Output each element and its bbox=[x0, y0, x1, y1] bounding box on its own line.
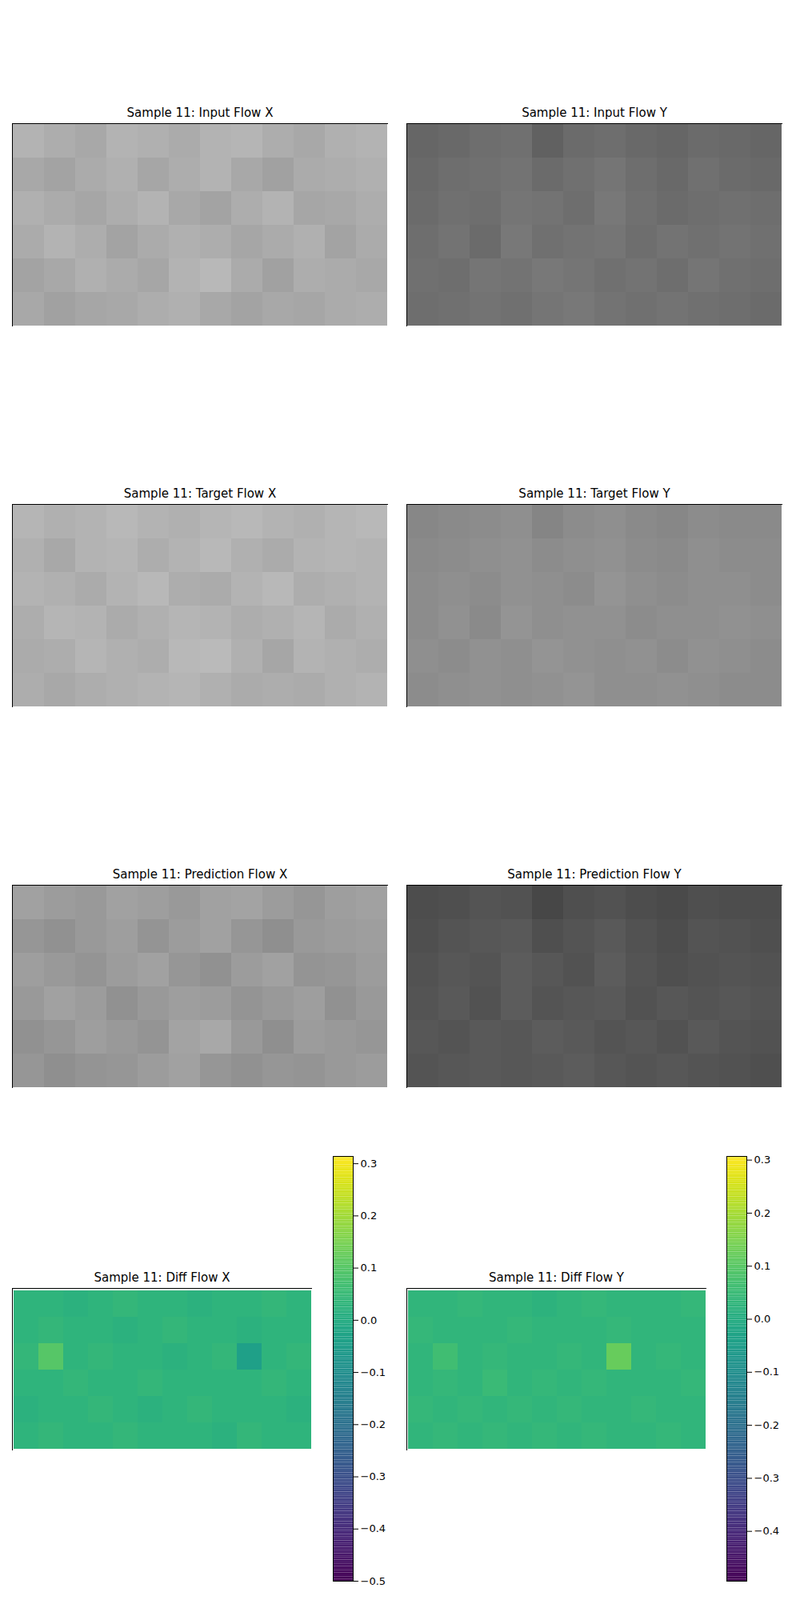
svg-text:−0.3: −0.3 bbox=[360, 1470, 387, 1483]
html-text:Sample 11: Diff Flow Y: Sample 11: Diff Flow Y bbox=[488, 1270, 624, 1285]
svg-text:0.0: 0.0 bbox=[754, 1312, 772, 1325]
svg-text:−0.4: −0.4 bbox=[360, 1522, 387, 1535]
svg-text:0.1: 0.1 bbox=[360, 1261, 378, 1274]
svg-text:−0.5: −0.5 bbox=[360, 1575, 387, 1588]
svg-text:−0.1: −0.1 bbox=[754, 1365, 780, 1378]
html-text:Sample 11: Diff Flow X: Sample 11: Diff Flow X bbox=[94, 1270, 230, 1285]
html-text:Sample 11: Input Flow Y: Sample 11: Input Flow Y bbox=[521, 105, 668, 120]
svg-text:−0.1: −0.1 bbox=[360, 1366, 387, 1379]
svg-text:0.2: 0.2 bbox=[754, 1207, 772, 1220]
svg-text:−0.4: −0.4 bbox=[754, 1524, 780, 1537]
html-text:Sample 11: Target Flow X: Sample 11: Target Flow X bbox=[123, 486, 277, 501]
svg-text:−0.2: −0.2 bbox=[360, 1418, 387, 1431]
svg-text:0.1: 0.1 bbox=[754, 1260, 772, 1272]
html-text:Sample 11: Prediction Flow X: Sample 11: Prediction Flow X bbox=[112, 867, 288, 882]
html-text:Sample 11: Target Flow Y: Sample 11: Target Flow Y bbox=[518, 486, 671, 501]
svg-text:0.0: 0.0 bbox=[360, 1313, 378, 1326]
html-text:Sample 11: Input Flow X: Sample 11: Input Flow X bbox=[126, 105, 274, 120]
svg-text:−0.3: −0.3 bbox=[754, 1472, 780, 1484]
svg-text:0.3: 0.3 bbox=[360, 1157, 378, 1170]
svg-text:0.3: 0.3 bbox=[754, 1153, 772, 1166]
svg-text:−0.2: −0.2 bbox=[754, 1419, 780, 1432]
html-text:Sample 11: Prediction Flow Y: Sample 11: Prediction Flow Y bbox=[507, 867, 682, 882]
svg-text:0.2: 0.2 bbox=[360, 1209, 378, 1222]
